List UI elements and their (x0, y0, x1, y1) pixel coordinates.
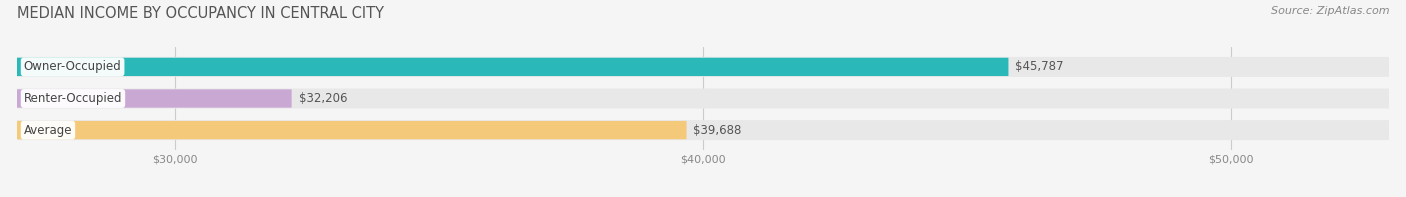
Text: $32,206: $32,206 (298, 92, 347, 105)
FancyBboxPatch shape (17, 89, 1389, 108)
Text: Average: Average (24, 124, 72, 137)
FancyBboxPatch shape (17, 121, 1389, 139)
Text: $45,787: $45,787 (1015, 60, 1064, 73)
Text: Owner-Occupied: Owner-Occupied (24, 60, 121, 73)
Text: Source: ZipAtlas.com: Source: ZipAtlas.com (1271, 6, 1389, 16)
Text: $39,688: $39,688 (693, 124, 742, 137)
Text: Renter-Occupied: Renter-Occupied (24, 92, 122, 105)
FancyBboxPatch shape (17, 58, 1008, 76)
Text: MEDIAN INCOME BY OCCUPANCY IN CENTRAL CITY: MEDIAN INCOME BY OCCUPANCY IN CENTRAL CI… (17, 6, 384, 21)
FancyBboxPatch shape (17, 58, 1389, 76)
FancyBboxPatch shape (17, 89, 291, 108)
FancyBboxPatch shape (17, 121, 686, 139)
